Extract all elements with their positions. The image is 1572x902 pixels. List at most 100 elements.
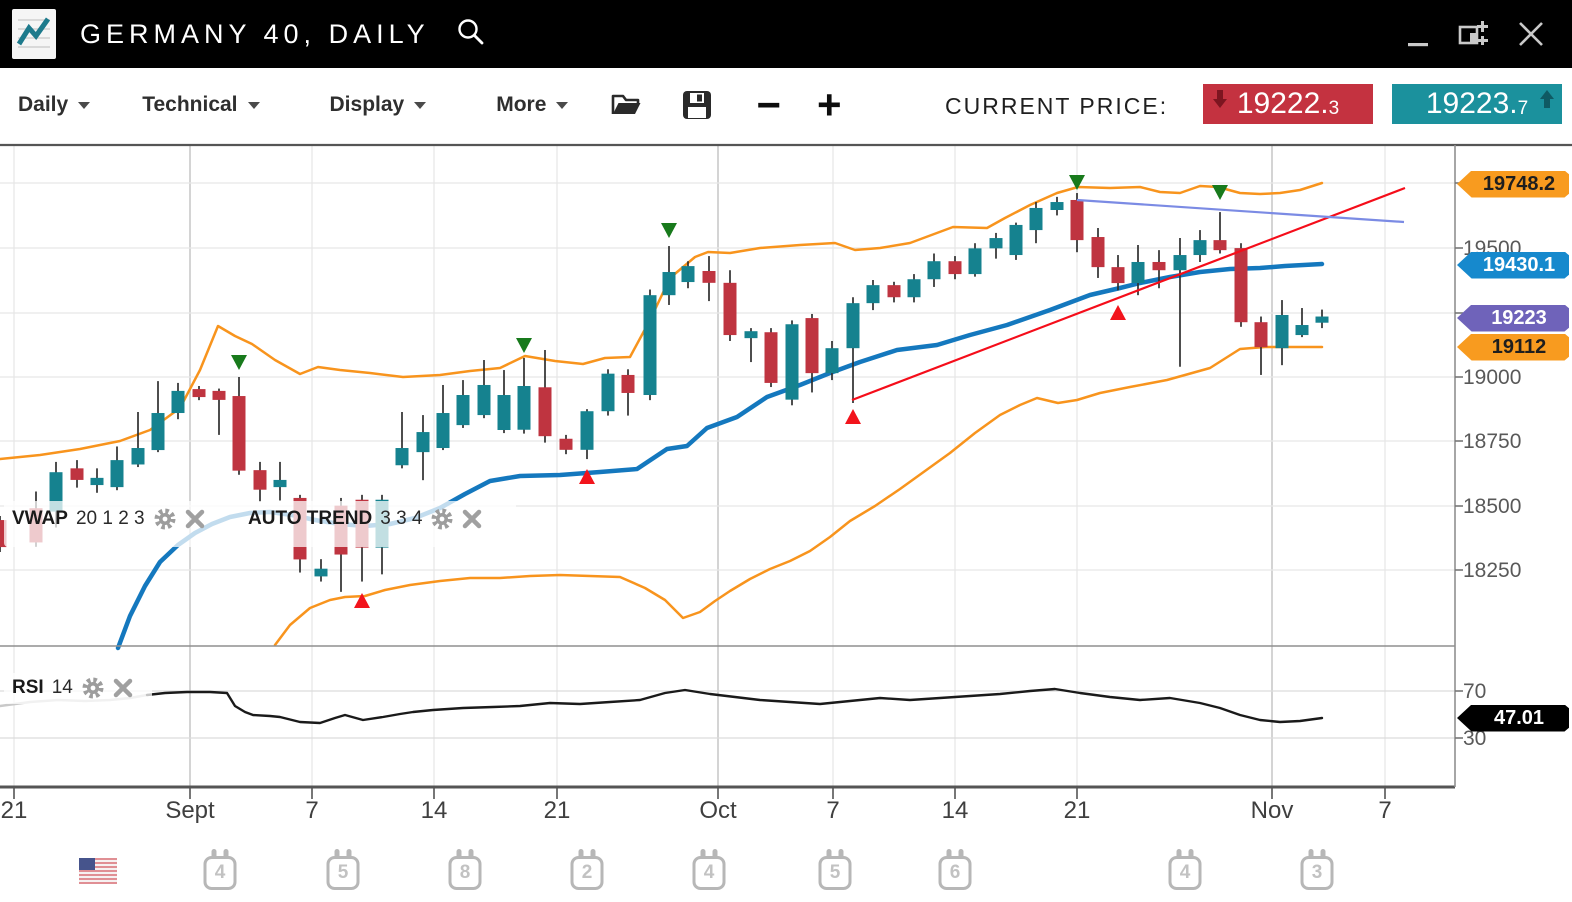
arrow-down-icon <box>1213 90 1227 113</box>
rsi-legend: RSI 14 <box>12 676 133 700</box>
legend-backdrop <box>4 501 516 547</box>
price-axis-label: 18750 <box>1463 430 1522 453</box>
buy-price-fraction: 7 <box>1517 97 1529 119</box>
search-icon[interactable] <box>456 17 486 52</box>
timeframe-dropdown[interactable]: Daily <box>18 93 91 117</box>
candle-up <box>1295 325 1309 336</box>
vwap-settings-gear-icon[interactable] <box>153 507 177 531</box>
candle-up <box>907 279 921 298</box>
price-chart[interactable] <box>0 142 1572 802</box>
zoom-out-button[interactable]: − <box>756 81 781 128</box>
more-dropdown[interactable]: More <box>496 93 569 117</box>
time-axis-label: Oct <box>699 797 737 824</box>
lower-band-line <box>273 345 1324 647</box>
rsi-remove-icon[interactable] <box>113 678 133 698</box>
display-dropdown[interactable]: Display <box>330 93 427 117</box>
candle-up <box>151 413 165 451</box>
candle-up <box>1193 240 1207 256</box>
time-axis-label: Sept <box>165 797 215 824</box>
candle-down <box>702 270 716 283</box>
sell-signal-triangle-icon <box>1069 175 1085 190</box>
calendar-event-icon[interactable]: 2 <box>570 849 604 890</box>
more-dropdown-label: More <box>496 93 547 116</box>
candle-down <box>805 318 819 374</box>
calendar-event-icon[interactable]: 8 <box>448 849 482 890</box>
sell-price-value: 19222. <box>1236 87 1329 120</box>
candle-up <box>866 285 880 304</box>
calendar-event-icon[interactable]: 6 <box>938 849 972 890</box>
chevron-down-icon <box>78 101 91 109</box>
candle-up <box>517 386 531 430</box>
candle-up <box>1050 202 1064 211</box>
calendar-event-icon[interactable]: 3 <box>1300 849 1334 890</box>
candle-down <box>559 438 573 450</box>
candle-up <box>846 303 860 349</box>
autotrend-remove-icon[interactable] <box>462 509 482 529</box>
close-icon[interactable] <box>1516 19 1546 49</box>
candle-down <box>887 285 901 298</box>
restore-window-icon[interactable] <box>1456 18 1490 50</box>
time-axis-label: 14 <box>420 797 448 824</box>
declining-trendline[interactable] <box>1076 198 1405 224</box>
candle-up <box>643 295 657 396</box>
candle-down <box>1213 240 1227 251</box>
time-axis-label: 7 <box>826 797 840 824</box>
price-axis-label: 18250 <box>1463 559 1522 582</box>
candle-down <box>70 468 84 480</box>
buy-signal-triangle-icon <box>579 469 595 484</box>
zoom-in-button[interactable]: + <box>816 81 842 128</box>
candle-up <box>1173 255 1187 271</box>
arrow-up-icon <box>1540 90 1554 113</box>
candle-up <box>477 384 491 416</box>
technical-dropdown[interactable]: Technical <box>142 93 260 117</box>
candle-down <box>192 389 206 398</box>
candle-up <box>785 324 799 400</box>
save-icon[interactable] <box>682 90 712 120</box>
current-price-label: CURRENT PRICE: <box>945 93 1169 119</box>
minimize-icon[interactable] <box>1408 19 1430 49</box>
open-folder-icon[interactable] <box>610 91 644 119</box>
calendar-event-icon[interactable]: 5 <box>326 849 360 890</box>
candle-up <box>416 432 430 453</box>
buy-price-button[interactable]: 19223. 7 <box>1392 84 1562 124</box>
app-logo-icon <box>12 9 56 59</box>
candle-up <box>314 568 328 577</box>
rising-trendline[interactable] <box>851 186 1406 402</box>
candle-down <box>1070 199 1084 241</box>
time-axis-label: 21 <box>543 797 571 824</box>
calendar-event-icon[interactable]: 5 <box>818 849 852 890</box>
chevron-down-icon <box>414 101 427 109</box>
upper-band-line <box>0 181 1324 461</box>
rsi-settings-gear-icon[interactable] <box>81 676 105 700</box>
candle-up <box>456 395 470 426</box>
time-axis-label: 21 <box>0 797 28 824</box>
price-axis-label: 30 <box>1463 727 1487 750</box>
rsi-line <box>145 687 1324 725</box>
time-axis-label: 7 <box>1378 797 1392 824</box>
candle-up <box>273 479 287 488</box>
calendar-event-icon[interactable]: 4 <box>1168 849 1202 890</box>
candle-down <box>0 520 7 548</box>
rsi-value-tag: 47.01 <box>1457 704 1569 732</box>
us-flag-icon[interactable] <box>79 858 117 884</box>
candle-down <box>1234 248 1248 323</box>
price-axis-label: 18500 <box>1463 495 1522 518</box>
candle-up <box>110 460 124 488</box>
sell-price-button[interactable]: 19222. 3 <box>1203 84 1373 124</box>
candle-up <box>171 390 185 414</box>
sell-price-fraction: 3 <box>1328 97 1340 119</box>
title-bar: GERMANY 40, DAILY <box>0 0 1572 68</box>
buy-price-value: 19223. <box>1425 87 1518 120</box>
display-dropdown-label: Display <box>329 93 405 116</box>
candle-up <box>968 248 982 275</box>
calendar-event-icon[interactable]: 4 <box>692 849 726 890</box>
calendar-event-icon[interactable]: 4 <box>203 849 237 890</box>
vwap-remove-icon[interactable] <box>185 509 205 529</box>
sell-signal-triangle-icon <box>516 338 532 353</box>
sell-signal-triangle-icon <box>231 355 247 370</box>
candle-down <box>621 374 635 393</box>
autotrend-settings-gear-icon[interactable] <box>430 507 454 531</box>
sell-signal-triangle-icon <box>661 223 677 238</box>
window-controls <box>1408 18 1546 50</box>
candle-up <box>395 448 409 466</box>
